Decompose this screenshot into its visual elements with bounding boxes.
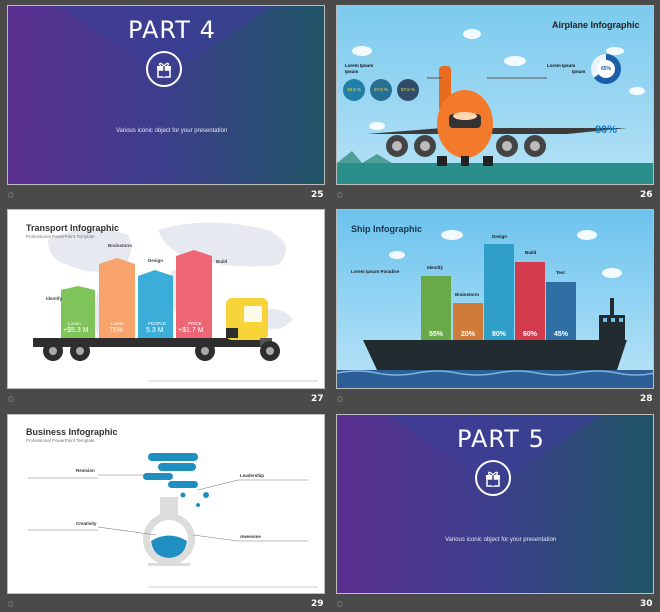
bar-caption: PEOPLE (148, 321, 167, 326)
gift-icon (146, 51, 182, 87)
slide-30-bg-shape (387, 415, 602, 485)
bar-value: +$5.3 M (63, 327, 89, 334)
slide-title: Ship Infographic (351, 224, 422, 234)
slide-number: 28 (640, 394, 653, 404)
star-icon[interactable]: ✩ (336, 394, 344, 404)
diagram-label: Creativity (76, 521, 97, 526)
bar-value: 20% (461, 331, 476, 338)
callout-left: Lorem Ipsum (345, 63, 374, 68)
bar-value: 55% (429, 331, 444, 338)
bar-label: Design (492, 234, 508, 239)
slide-number: 25 (311, 190, 324, 200)
slide-number: 29 (311, 599, 324, 609)
bar-label: Brainstorm (108, 243, 133, 248)
star-icon[interactable]: ✩ (7, 394, 15, 404)
bar-label: Build (525, 250, 537, 255)
diagram-label: Leadership (240, 473, 265, 478)
diagram-label: Revision (76, 468, 95, 473)
stat-bubble: 37.8 % (370, 79, 392, 101)
callout-right-sub: Ipsum (572, 69, 586, 74)
bar-caption: Lorem (111, 321, 124, 326)
donut-chart: 65% (591, 54, 621, 84)
slide-30[interactable]: PART 5 Various iconic object for your pr… (336, 414, 654, 594)
slide-title: Business Infographic (26, 427, 118, 437)
diagram-label: Awesome (240, 534, 261, 539)
gift-icon (475, 460, 511, 496)
truck-bars (61, 250, 212, 338)
slide-29[interactable]: Business Infographic Professional PowerP… (7, 414, 325, 594)
bar-value: 45% (554, 331, 569, 338)
bar-value: +$1.7 M (178, 327, 204, 334)
big-percent: 80% (595, 124, 618, 136)
bar-value: 75% (109, 327, 124, 334)
part-title: PART 4 (128, 16, 216, 44)
bar-caption: PRICE (188, 321, 202, 326)
slide-title: Transport Infographic (26, 223, 120, 233)
bar-value: 5.3 M (146, 327, 164, 334)
bar-label: Test (556, 270, 565, 275)
flask-illustration (28, 453, 318, 588)
slide-subtitle: Professional PowerPoint Template (26, 438, 95, 443)
part-subtitle: Various iconic object for your presentat… (445, 537, 557, 543)
slide-title: Airplane Infographic (552, 20, 640, 30)
slide-number: 26 (640, 190, 653, 200)
ship-scene (337, 230, 653, 388)
donut-label: 65% (597, 60, 615, 78)
star-icon[interactable]: ✩ (7, 599, 15, 609)
star-icon[interactable]: ✩ (336, 190, 344, 200)
ship-left-label: Lorem Ipsum Paradise (351, 269, 400, 274)
part-title: PART 5 (457, 425, 545, 453)
slide-25-bg-shape (58, 6, 273, 76)
bar-label: Brainstorm (455, 292, 480, 297)
bar-label: Build (216, 259, 228, 264)
star-icon[interactable]: ✩ (7, 190, 15, 200)
cloud-decor (337, 29, 653, 184)
slide-27[interactable]: Transport Infographic Professional Power… (7, 209, 325, 389)
bar-label: Identify (46, 296, 63, 301)
stat-bubble: 48.8 % (343, 79, 365, 101)
slide-number: 30 (640, 599, 653, 609)
callout-left-sub: Ipsum (345, 69, 359, 74)
slide-subtitle: Professional PowerPoint Template (26, 234, 95, 239)
bar-label: Identify (427, 265, 444, 270)
star-icon[interactable]: ✩ (336, 599, 344, 609)
bar-value: 60% (523, 331, 538, 338)
slide-25[interactable]: PART 4 Various iconic object for your pr… (7, 5, 325, 185)
world-map-bg (33, 222, 318, 382)
slide-28[interactable]: Ship Infographic Lorem Ipsum Paradise Id… (336, 209, 654, 389)
bar-caption: Lorem (68, 321, 81, 326)
callout-right: Lorem Ipsum (547, 63, 576, 68)
slide-26[interactable]: Airplane Infographic Lorem Ipsum Ipsum L… (336, 5, 654, 185)
part-subtitle: Various iconic object for your presentat… (116, 128, 228, 134)
stat-bubble: 57.5 % (397, 79, 419, 101)
bar-label: Design (148, 258, 164, 263)
slide-number: 27 (311, 394, 324, 404)
bar-value: 80% (492, 331, 507, 338)
